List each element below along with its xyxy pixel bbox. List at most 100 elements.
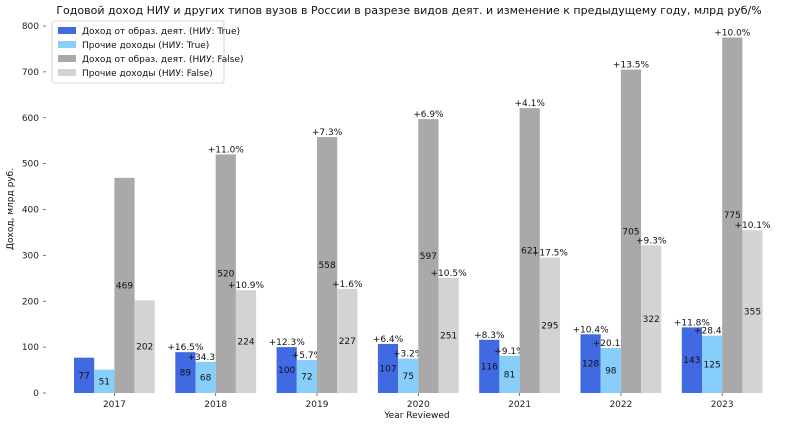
legend-label: Прочие доходы (НИУ: True) [82, 41, 209, 51]
bar [195, 361, 216, 393]
bar-group-2023: 143 +11.8% 125 +28.4% 775 +10.0% 355 +10.1% [674, 28, 771, 393]
bar-value-label: 202 [136, 343, 153, 353]
bar-change-label: +3.2% [393, 350, 424, 360]
bar [296, 359, 317, 393]
bar [742, 230, 763, 393]
bar-change-label: +10.5% [431, 269, 468, 279]
bar [641, 245, 662, 393]
bars-layer: 77 51 469 202 89 +16.5% 68 +34.3% 520 +11.0% 224 +1… [74, 28, 771, 394]
bar [580, 334, 601, 393]
bar-change-label: +10.9% [228, 281, 265, 291]
bar-change-label: +6.4% [373, 335, 404, 345]
bar [94, 369, 115, 393]
bar-change-label: +11.0% [208, 145, 245, 155]
bar-value-label: 51 [99, 377, 110, 387]
bar-value-label: 77 [78, 371, 89, 381]
bar-change-label: +11.8% [674, 318, 711, 328]
bar-change-label: +28.4% [694, 327, 731, 337]
bar [702, 335, 723, 393]
y-tick-label: 300 [22, 251, 39, 261]
y-tick-label: 700 [22, 68, 39, 78]
y-axis: 0 100 200 300 400 500 600 700 800 [22, 22, 46, 399]
bar-change-label: +17.5% [532, 249, 569, 259]
bar [398, 358, 419, 393]
bar-value-label: 251 [440, 331, 457, 341]
bar [134, 300, 155, 393]
y-tick-label: 100 [22, 343, 39, 353]
bar-value-label: 75 [402, 372, 413, 382]
bar-value-label: 128 [582, 360, 599, 370]
legend-swatch [58, 55, 76, 62]
bar-group-2021: 116 +8.3% 81 +9.1% 621 +4.1% 295 +17.5% [474, 99, 569, 394]
bar [175, 352, 196, 393]
legend: Доход от образ. деят. (НИУ: True) Прочие … [51, 20, 244, 84]
bar-change-label: +5.7% [292, 351, 323, 361]
bar [620, 69, 642, 394]
bar [499, 355, 520, 393]
bar-change-label: +8.3% [474, 331, 505, 341]
bar-change-label: +7.3% [312, 128, 343, 138]
bar-group-2017: 77 51 469 202 [74, 177, 155, 393]
bar-value-label: 72 [301, 372, 312, 382]
bar-value-label: 125 [704, 360, 721, 370]
bar-change-label: +1.6% [332, 280, 363, 290]
bar-value-label: 597 [420, 252, 437, 262]
bar-value-label: 705 [622, 227, 639, 237]
bar-value-label: 558 [319, 261, 336, 271]
chart-title: Годовой доход НИУ и других типов вузов в… [56, 4, 761, 17]
bar-value-label: 621 [521, 247, 538, 257]
y-axis-title: Доход, млрд руб. [6, 168, 16, 250]
bar [539, 257, 560, 393]
x-tick-label: 2023 [711, 400, 734, 410]
y-tick-label: 0 [33, 389, 39, 399]
bar-value-label: 143 [683, 356, 700, 366]
bar-value-label: 469 [116, 281, 133, 291]
bar-value-label: 107 [379, 364, 396, 374]
bar-change-label: +10.1% [734, 221, 771, 231]
bar [681, 327, 702, 393]
bar-change-label: +13.5% [613, 61, 650, 71]
legend-label: Доход от образ. деят. (НИУ: False) [82, 55, 244, 65]
bar-value-label: 224 [237, 338, 254, 348]
bar-value-label: 89 [180, 369, 192, 379]
legend-label: Прочие доходы (НИУ: False) [82, 69, 213, 79]
bar [276, 347, 297, 393]
bar-group-2022: 128 +10.4% 98 +20.1% 705 +13.5% 322 +9.3% [573, 61, 667, 394]
bar-value-label: 775 [724, 211, 741, 221]
bar-change-label: +10.4% [573, 325, 610, 335]
y-tick-label: 800 [22, 22, 39, 32]
bar-value-label: 68 [200, 373, 212, 383]
y-tick-label: 600 [22, 114, 39, 124]
bar [479, 339, 500, 393]
bar-change-label: +6.9% [413, 110, 444, 120]
bar-change-label: +10.0% [714, 28, 751, 38]
bar [722, 37, 743, 393]
bar [600, 348, 621, 393]
bar [519, 108, 540, 394]
bar [438, 277, 459, 393]
bar-value-label: 81 [504, 370, 515, 380]
bar-value-label: 100 [278, 366, 295, 376]
bar-value-label: 355 [744, 308, 761, 318]
bar-change-label: +16.5% [167, 343, 204, 353]
bar-change-label: +20.1% [593, 339, 630, 349]
bar-group-2018: 89 +16.5% 68 +34.3% 520 +11.0% 224 +10.9% [167, 145, 265, 393]
bar-change-label: +9.1% [494, 347, 525, 357]
x-tick-label: 2021 [508, 400, 531, 410]
bar-value-label: 116 [481, 362, 498, 372]
bar-value-label: 98 [605, 367, 617, 377]
bar-change-label: +4.1% [514, 99, 545, 109]
x-tick-label: 2022 [609, 400, 632, 410]
bar-value-label: 227 [339, 337, 356, 347]
bar-change-label: +34.3% [188, 353, 225, 363]
y-tick-label: 200 [22, 297, 39, 307]
legend-label: Доход от образ. деят. (НИУ: True) [82, 27, 240, 37]
bar-change-label: +9.3% [636, 236, 667, 246]
y-tick-label: 400 [22, 206, 39, 216]
x-axis: 2017 2018 2019 2020 2021 2022 2023 [103, 393, 734, 410]
legend-swatch [58, 69, 76, 76]
legend-box [51, 20, 225, 84]
x-tick-label: 2019 [306, 400, 329, 410]
